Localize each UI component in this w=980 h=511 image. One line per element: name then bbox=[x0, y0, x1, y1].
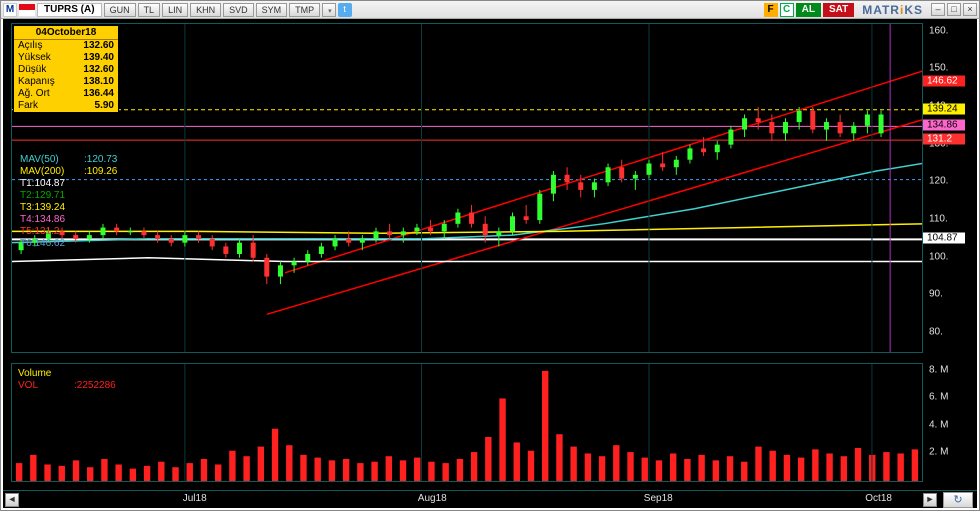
maximize-button[interactable]: □ bbox=[947, 3, 961, 16]
price-level-box: 139.24 bbox=[923, 103, 965, 114]
twitter-icon[interactable]: t bbox=[338, 3, 352, 17]
toolbar-khn[interactable]: KHN bbox=[190, 3, 221, 17]
dropdown-button[interactable] bbox=[322, 3, 336, 17]
indicator-label: T1:104.87 bbox=[20, 178, 65, 189]
titlebar: M TUPRS (A) GUNTLLINKHNSVDSYMTMP t F C A… bbox=[1, 1, 979, 19]
info-table: Açılış132.60Yüksek139.40Düşük132.60Kapan… bbox=[14, 40, 118, 112]
indicator-label: T6:146.62 bbox=[20, 238, 65, 249]
indicator-label: T4:134.86 bbox=[20, 214, 65, 225]
buy-button[interactable]: AL bbox=[796, 3, 821, 17]
toolbar-gun[interactable]: GUN bbox=[104, 3, 136, 17]
vol-y-tick: 4. M bbox=[929, 419, 948, 430]
info-date: 04October18 bbox=[14, 26, 118, 40]
sell-button[interactable]: SAT bbox=[823, 3, 854, 17]
toolbar-sym[interactable]: SYM bbox=[256, 3, 288, 17]
price-chart[interactable]: MAV(50) :120.73 MAV(200) :109.26 T1:104.87T2… bbox=[11, 23, 923, 353]
time-axis: ◄ Jul18 Aug18 Sep18 Oct18 ► ↻ bbox=[3, 490, 977, 508]
indicator-label: T3:139.24 bbox=[20, 202, 65, 213]
refresh-button[interactable]: ↻ bbox=[943, 492, 973, 508]
indicator-label: MAV(200) bbox=[20, 166, 64, 177]
indicator-label: :109.26 bbox=[84, 166, 117, 177]
minimize-button[interactable]: – bbox=[931, 3, 945, 16]
app-icon[interactable]: M bbox=[3, 3, 17, 17]
price-level-box: 104.87 bbox=[923, 233, 965, 244]
close-button[interactable]: × bbox=[963, 3, 977, 16]
y-tick: 90. bbox=[929, 289, 943, 300]
y-tick: 80. bbox=[929, 327, 943, 338]
brand-label: MATRiKS bbox=[862, 3, 923, 17]
scroll-right-button[interactable]: ► bbox=[923, 493, 937, 507]
ohlc-info-box: 04October18 Açılış132.60Yüksek139.40Düşü… bbox=[13, 25, 119, 113]
c-badge[interactable]: C bbox=[780, 3, 794, 17]
chart-area: 04October18 Açılış132.60Yüksek139.40Düşü… bbox=[3, 19, 977, 490]
toolbar-tmp[interactable]: TMP bbox=[289, 3, 320, 17]
y-tick: 160. bbox=[929, 25, 948, 36]
x-tick: Oct18 bbox=[865, 493, 892, 504]
f-badge[interactable]: F bbox=[764, 3, 778, 17]
toolbar-lin[interactable]: LIN bbox=[162, 3, 188, 17]
y-tick: 150. bbox=[929, 63, 948, 74]
vol-y-tick: 6. M bbox=[929, 392, 948, 403]
volume-label: Volume bbox=[18, 368, 51, 379]
price-y-axis: 80.90.100.110.120.130.140.150.160.146.62… bbox=[923, 23, 977, 353]
y-tick: 120. bbox=[929, 176, 948, 187]
volume-chart[interactable]: VolumeVOL :2252286 bbox=[11, 363, 923, 482]
indicator-label: T2:129.71 bbox=[20, 190, 65, 201]
vol-y-tick: 2. M bbox=[929, 447, 948, 458]
y-tick: 100. bbox=[929, 251, 948, 262]
app-window: M TUPRS (A) GUNTLLINKHNSVDSYMTMP t F C A… bbox=[0, 0, 980, 511]
indicator-label: T5:131.2 bbox=[20, 226, 59, 237]
symbol-box[interactable]: TUPRS (A) bbox=[37, 3, 102, 17]
vol-y-tick: 8. M bbox=[929, 364, 948, 375]
x-tick: Sep18 bbox=[644, 493, 673, 504]
price-level-box: 146.62 bbox=[923, 75, 965, 86]
volume-y-axis: 2. M 4. M 6. M 8. M bbox=[923, 363, 977, 482]
x-tick: Jul18 bbox=[183, 493, 207, 504]
x-tick: Aug18 bbox=[418, 493, 447, 504]
y-tick: 110. bbox=[929, 214, 948, 225]
toolbar-svd[interactable]: SVD bbox=[223, 3, 254, 17]
volume-label: :2252286 bbox=[74, 380, 116, 391]
indicator-label: MAV(50) bbox=[20, 154, 59, 165]
scroll-left-button[interactable]: ◄ bbox=[5, 493, 19, 507]
indicator-label: :120.73 bbox=[84, 154, 117, 165]
volume-label: VOL bbox=[18, 380, 38, 391]
price-level-box: 131.2 bbox=[923, 134, 965, 145]
flag-icon bbox=[19, 4, 35, 16]
toolbar-tl[interactable]: TL bbox=[138, 3, 161, 17]
price-level-box: 134.86 bbox=[923, 120, 965, 131]
